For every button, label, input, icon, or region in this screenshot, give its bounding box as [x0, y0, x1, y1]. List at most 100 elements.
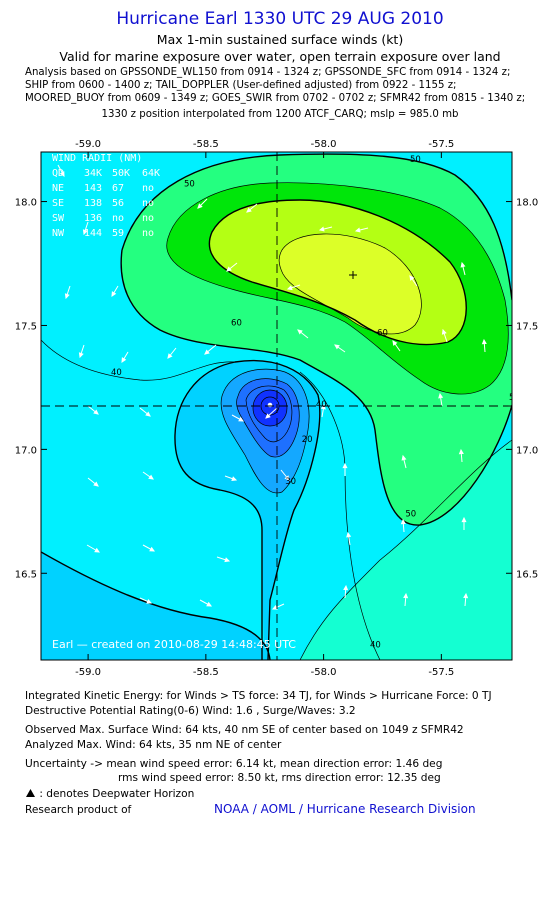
- wind-vector-head: [59, 171, 65, 178]
- contour-label: 50: [405, 509, 416, 519]
- wind-vector-head: [224, 557, 231, 563]
- wind-radii-cell: 56: [112, 198, 124, 209]
- wind-vector-head: [93, 481, 99, 487]
- lat-label-right: 17.5: [516, 321, 538, 332]
- wind-radii-cell: 138: [84, 198, 102, 209]
- wind-vector-head: [206, 601, 213, 607]
- wind-vector-head: [149, 546, 156, 552]
- wind-radii-cell: no: [142, 228, 154, 239]
- wind-vector-head: [346, 531, 352, 538]
- wind-vector-head: [400, 518, 406, 525]
- research-label: Research product of: [25, 804, 132, 816]
- wind-vector-head: [438, 392, 444, 399]
- wind-vector-head: [458, 448, 464, 455]
- wind-radii-header-cell: QD: [52, 168, 64, 179]
- wind-vector-head: [271, 604, 278, 610]
- wind-vector-head: [463, 592, 469, 599]
- deepwater-note: : denotes Deepwater Horizon: [25, 788, 194, 800]
- wind-vector-head: [460, 261, 466, 268]
- lat-label-left: 18.0: [15, 198, 37, 209]
- lat-label-right: 17.0: [516, 445, 538, 456]
- wind-vectors: [57, 164, 487, 610]
- plot-frame: [40, 151, 513, 661]
- wind-band-64: [279, 233, 422, 334]
- wind-radii-cell: SW: [52, 213, 65, 224]
- contour-label: 60: [377, 328, 388, 338]
- wind-vector-head: [146, 598, 153, 604]
- wind-vector-head: [121, 357, 127, 363]
- wind-radii-cell: 144: [84, 228, 102, 239]
- lat-label-left: 17.5: [15, 321, 37, 332]
- wind-vector-head: [284, 475, 290, 481]
- exposure-note: Valid for marine exposure over water, op…: [59, 49, 501, 64]
- lat-label-right: 18.0: [516, 198, 538, 209]
- ike-line: Integrated Kinetic Energy: for Winds > T…: [25, 690, 492, 702]
- lon-label-top: -58.0: [311, 139, 337, 150]
- wind-vector-head: [167, 353, 173, 359]
- wind-radii-cell: no: [142, 183, 154, 194]
- wind-vector-head: [204, 349, 210, 355]
- uncertainty-line: Uncertainty -> mean wind speed error: 6.…: [25, 758, 443, 770]
- wind-radii-cell: no: [142, 213, 154, 224]
- observed-max-line: Observed Max. Surface Wind: 64 kts, 40 n…: [25, 724, 464, 736]
- contour-label: 50: [410, 155, 421, 165]
- wind-vector-head: [392, 340, 398, 346]
- wind-vector-head: [265, 413, 271, 419]
- wind-band-34: [41, 552, 270, 660]
- wind-radii-cell: no: [112, 213, 124, 224]
- wind-radii-cell: NW: [52, 228, 65, 239]
- wind-radii-cell: no: [142, 198, 154, 209]
- lon-label-bottom: -59.0: [75, 667, 101, 678]
- wind-vector-head: [197, 203, 203, 209]
- storm-center-marker: [267, 402, 273, 408]
- wind-vector-head: [481, 338, 487, 345]
- wind-vector-head: [93, 409, 99, 415]
- position-note: 1330 z position interpolated from 1200 A…: [101, 109, 459, 120]
- wind-vector-head: [148, 474, 154, 480]
- wind-vector-head: [318, 226, 325, 232]
- wind-radii-title: WIND RADII (NM): [52, 153, 142, 164]
- lat-label-left: 16.5: [15, 569, 37, 580]
- wind-radii-cell: NE: [52, 183, 64, 194]
- wind-field-map: 50 50 60 60 40 40 50 30 20 40 50 WIND RADII (NM) Q…: [15, 139, 539, 678]
- wind-vector-head: [111, 291, 117, 297]
- wind-vector-head: [78, 352, 84, 359]
- dpr-line: Destructive Potential Rating(0-6) Wind: …: [25, 705, 356, 717]
- wind-radii-cell: 59: [112, 228, 124, 239]
- lon-label-top: -59.0: [75, 139, 101, 150]
- lon-label-bottom: -58.0: [311, 667, 337, 678]
- map-subtitle: Max 1-min sustained surface winds (kt): [156, 32, 404, 47]
- wind-vector-head: [82, 229, 88, 236]
- contour-label: 30: [285, 477, 296, 487]
- wind-radii-cell: 136: [84, 213, 102, 224]
- contour-label: 40: [316, 400, 327, 410]
- analyzed-max-line: Analyzed Max. Wind: 64 kts, 35 nm NE of …: [25, 739, 282, 751]
- wind-vector-head: [343, 584, 349, 591]
- uncertainty-rms-line: rms wind speed error: 8.50 kt, rms direc…: [118, 772, 441, 784]
- wind-vector-head: [334, 344, 340, 350]
- analysis-sources-line: MOORED_BUOY from 0609 - 1349 z; GOES_SWI…: [25, 93, 526, 104]
- wind-vector-head: [403, 592, 409, 599]
- contour-label-layer: 50 50 60 60 40 40 50 30 20 40 50: [111, 155, 520, 651]
- wind-radii-cell: 143: [84, 183, 102, 194]
- analysis-sources-line: Analysis based on GPSSONDE_WL150 from 09…: [25, 67, 511, 78]
- axis-layer: -59.0 -59.0 -58.5 -58.5 -58.0 -58.0 -57.5 -57.5…: [15, 139, 539, 678]
- wind-vector-head: [286, 285, 293, 291]
- contour-label: 40: [111, 368, 122, 378]
- wind-vector-head: [145, 411, 151, 417]
- noaa-aoml-link[interactable]: NOAA / AOML / Hurricane Research Divisio…: [214, 802, 476, 816]
- lon-label-bottom: -58.5: [193, 667, 219, 678]
- deepwater-horizon-icon: [26, 789, 35, 797]
- contour-label: 50: [509, 393, 520, 403]
- contour-label: 60: [231, 318, 242, 328]
- lon-label-top: -58.5: [193, 139, 219, 150]
- wind-vector-head: [231, 476, 238, 481]
- lon-label-top: -57.5: [428, 139, 454, 150]
- lon-label-bottom: -57.5: [428, 667, 454, 678]
- wind-vector-head: [461, 516, 467, 523]
- wind-radii-header-cell: 64K: [142, 168, 160, 179]
- wind-radii-cell: SE: [52, 198, 64, 209]
- wind-vector-head: [64, 293, 70, 300]
- lat-label-left: 17.0: [15, 445, 37, 456]
- wind-vector-head: [401, 454, 407, 461]
